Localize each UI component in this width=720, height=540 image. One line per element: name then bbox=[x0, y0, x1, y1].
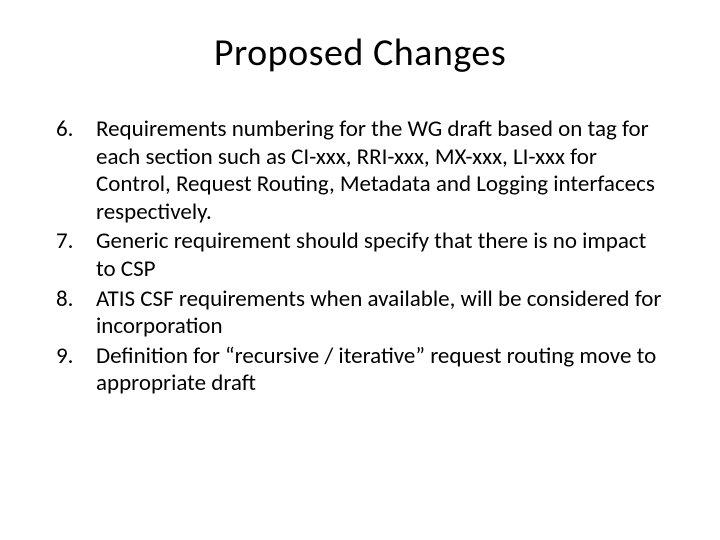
list-item: ATIS CSF requirements when available, wi… bbox=[50, 286, 670, 341]
bullet-list: Requirements numbering for the WG draft … bbox=[50, 116, 670, 398]
list-item: Requirements numbering for the WG draft … bbox=[50, 116, 670, 226]
slide: Proposed Changes Requirements numbering … bbox=[0, 0, 720, 540]
list-item: Definition for “recursive / iterative” r… bbox=[50, 343, 670, 398]
slide-title: Proposed Changes bbox=[50, 30, 670, 76]
list-item: Generic requirement should specify that … bbox=[50, 228, 670, 283]
